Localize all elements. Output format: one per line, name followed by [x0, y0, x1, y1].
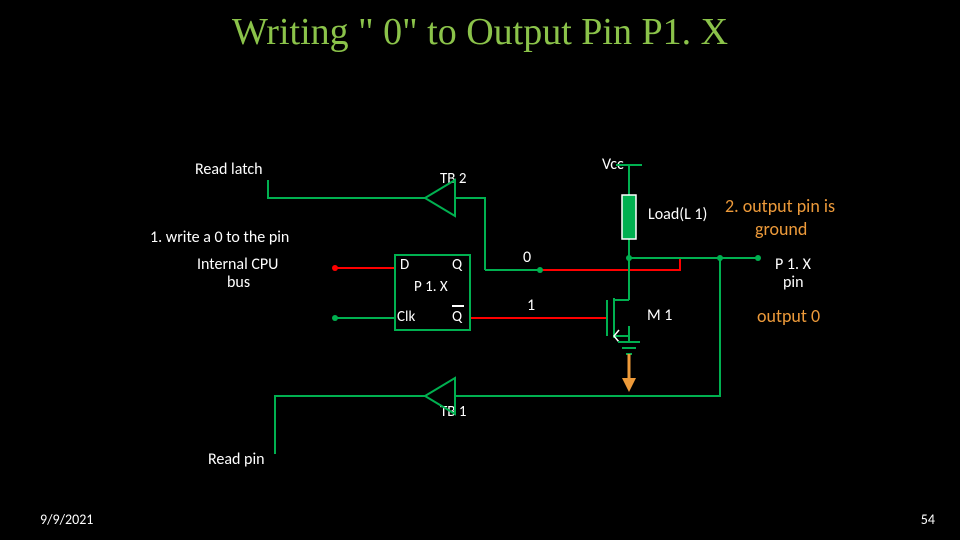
mosfet-icon	[607, 290, 629, 342]
wire	[455, 258, 720, 396]
wire	[268, 180, 425, 198]
wire	[540, 258, 680, 270]
wire	[275, 396, 425, 454]
tb1-buffer-icon	[425, 378, 455, 414]
tb2-buffer-icon	[425, 180, 455, 216]
load-resistor-icon	[622, 195, 636, 239]
latch-box	[395, 255, 470, 330]
node-dot	[717, 255, 723, 261]
node-dot	[537, 267, 543, 273]
node-dot	[755, 255, 761, 261]
ground-icon	[618, 342, 640, 354]
circuit-diagram	[0, 0, 960, 540]
node-dot	[332, 315, 338, 321]
node-dot	[332, 265, 338, 271]
node-dot	[626, 255, 632, 261]
arrow-down-icon	[622, 354, 636, 392]
